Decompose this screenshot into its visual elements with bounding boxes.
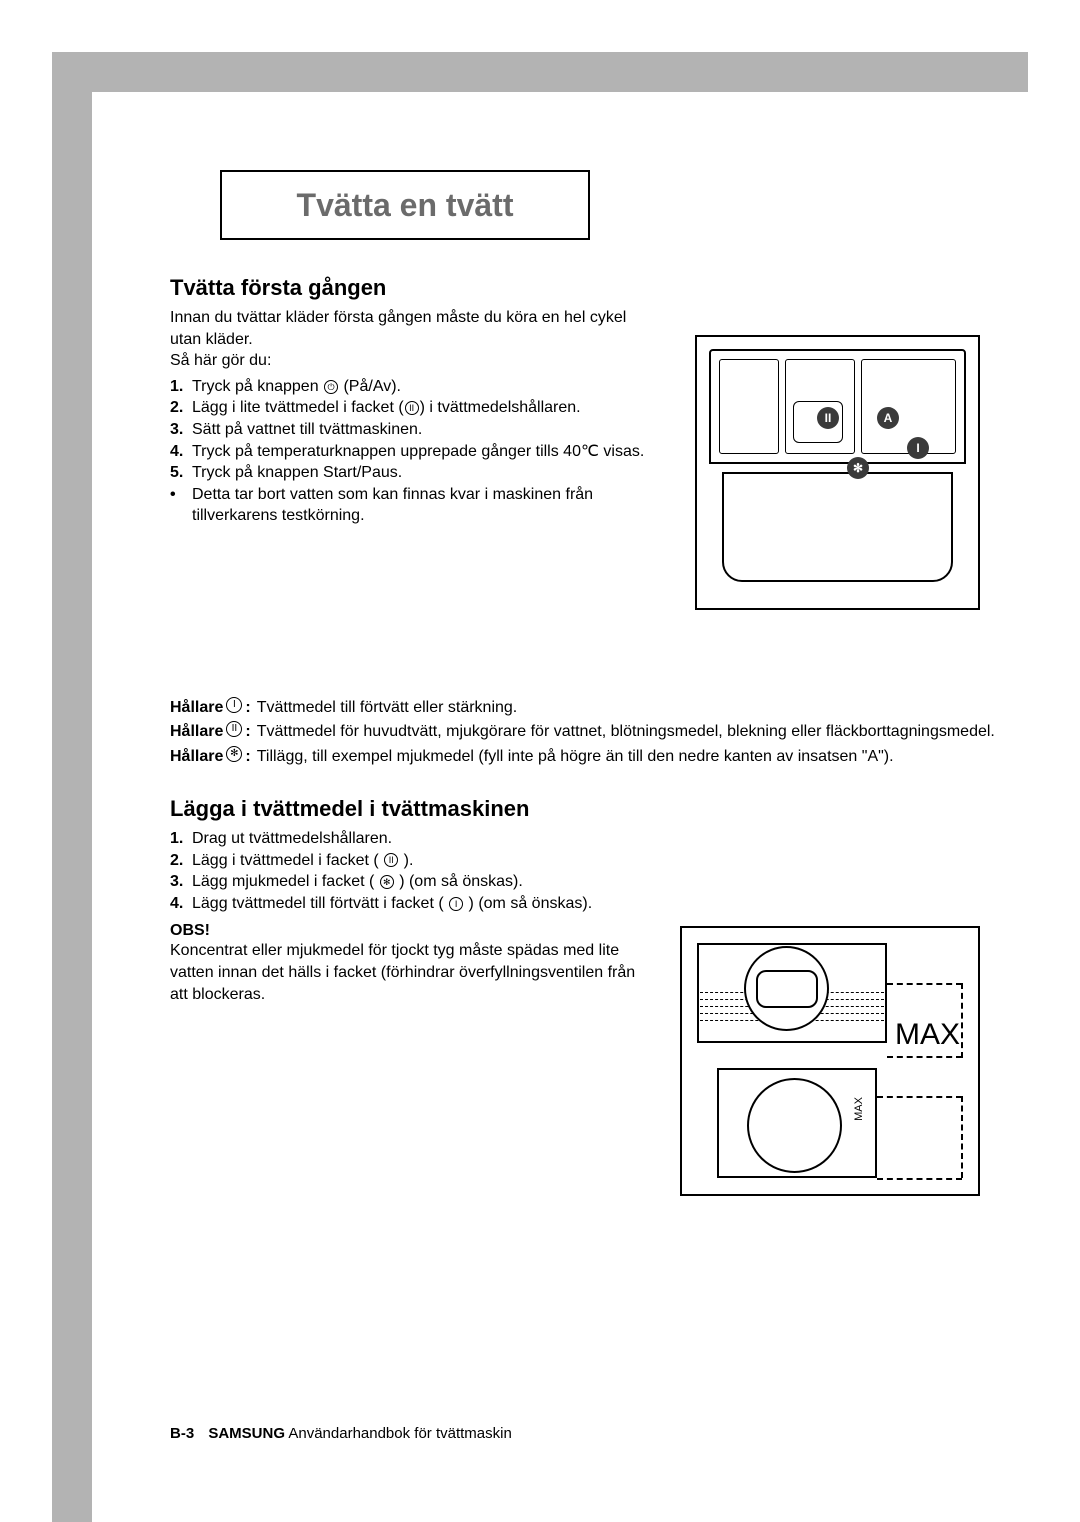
step-num: 2.: [170, 850, 183, 872]
cap-top-view: [747, 1078, 842, 1173]
drawer-illustration: II A I ✻: [695, 335, 980, 610]
step-text: Drag ut tvättmedelshållaren.: [192, 830, 392, 847]
compartment-right: [861, 359, 956, 454]
colon: :: [245, 697, 250, 719]
section1-intro1: Innan du tvättar kläder första gången må…: [170, 307, 660, 350]
hallare-text: Tvättmedel för huvudtvätt, mjukgörare fö…: [257, 721, 995, 743]
dimension-line: [961, 983, 963, 1058]
section1-heading: Tvätta första gången: [170, 275, 660, 301]
section-add-detergent: Lägga i tvättmedel i tvättmaskinen 1. Dr…: [170, 796, 1010, 1005]
compartment-i-icon: I: [449, 897, 463, 911]
step-item: 5. Tryck på knappen Start/Paus.: [170, 462, 660, 484]
step-text: Lägg tvättmedel till förtvätt i facket (: [192, 895, 448, 912]
section2-heading: Lägga i tvättmedel i tvättmaskinen: [170, 796, 1010, 822]
section-first-wash: Tvätta första gången Innan du tvättar kl…: [170, 275, 1010, 527]
step-item: 1. Tryck på knappen ⏻ (På/Av).: [170, 376, 660, 398]
step-num: 3.: [170, 419, 183, 441]
compartment-ii-icon: II: [226, 721, 242, 737]
step-item: 2. Lägg i lite tvättmedel i facket (II) …: [170, 397, 660, 419]
step-text: ) (om så önskas).: [395, 873, 523, 890]
marker-softener-icon: ✻: [847, 457, 869, 479]
compartment-ii-icon: II: [405, 401, 419, 415]
hallare-label: Hållare: [170, 697, 223, 719]
colon: :: [245, 721, 250, 743]
step-item: 2. Lägg i tvättmedel i facket ( II ).: [170, 850, 1010, 872]
page-border-top: [52, 52, 1028, 92]
step-text: Lägg i lite tvättmedel i facket (: [192, 399, 404, 416]
hallare-definitions: Hållare I : Tvättmedel till förtvätt ell…: [170, 697, 1010, 768]
hallare-text: Tillägg, till exempel mjukmedel (fyll in…: [257, 746, 894, 768]
hallare-label: Hållare: [170, 746, 223, 768]
dimension-line: [961, 1096, 963, 1178]
step-num: 4.: [170, 893, 183, 915]
step-item: 3. Sätt på vattnet till tvättmaskinen.: [170, 419, 660, 441]
softener-icon: ✻: [226, 746, 242, 762]
hallare-row: Hållare ✻ : Tillägg, till exempel mjukme…: [170, 746, 1010, 768]
note-label: OBS!: [170, 922, 650, 940]
max-fill-illustration: MAX MAX: [680, 926, 980, 1196]
step-text: Sätt på vattnet till tvättmaskinen.: [192, 421, 422, 438]
brand-name: SAMSUNG: [208, 1425, 285, 1442]
step-item: 1. Drag ut tvättmedelshållaren.: [170, 828, 1010, 850]
step-item: 4. Tryck på temperaturknappen upprepade …: [170, 441, 660, 463]
page-footer: B-3 SAMSUNG Användarhandbok för tvättmas…: [170, 1425, 512, 1442]
section2-steps: 1. Drag ut tvättmedelshållaren. 2. Lägg …: [170, 828, 1010, 914]
step-text: Lägg mjukmedel i facket (: [192, 873, 379, 890]
content-area: Tvätta första gången Innan du tvättar kl…: [170, 275, 1010, 1005]
step-text: Tryck på knappen: [192, 378, 323, 395]
step-num: 5.: [170, 462, 183, 484]
marker-ii: II: [817, 407, 839, 429]
step-text: Tryck på knappen Start/Paus.: [192, 464, 402, 481]
step-text: ) (om så önskas).: [464, 895, 592, 912]
hallare-label: Hållare: [170, 721, 223, 743]
step-num: 4.: [170, 441, 183, 463]
bullet-text: Detta tar bort vatten som kan finnas kva…: [192, 486, 593, 525]
step-num: 3.: [170, 871, 183, 893]
step-text: Tryck på temperaturknappen upprepade gån…: [192, 443, 644, 460]
page-number: B-3: [170, 1425, 194, 1442]
step-text: (På/Av).: [339, 378, 401, 395]
dimension-line: [887, 1056, 962, 1058]
drawer-front: [722, 472, 953, 582]
compartment-ii-icon: II: [384, 853, 398, 867]
bullet-mark: •: [170, 484, 176, 506]
hallare-row: Hållare I : Tvättmedel till förtvätt ell…: [170, 697, 1010, 719]
hallare-row: Hållare II : Tvättmedel för huvudtvätt, …: [170, 721, 1010, 743]
dimension-line: [877, 1096, 962, 1098]
max-small-label: MAX: [853, 1097, 865, 1121]
title-box: Tvätta en tvätt: [220, 170, 590, 240]
max-label: MAX: [895, 1018, 960, 1052]
marker-i: I: [907, 437, 929, 459]
step-num: 1.: [170, 376, 183, 398]
compartment-i-icon: I: [226, 697, 242, 713]
step-num: 2.: [170, 397, 183, 419]
power-icon: ⏻: [324, 380, 338, 394]
section1-steps: 1. Tryck på knappen ⏻ (På/Av). 2. Lägg i…: [170, 376, 660, 527]
softener-icon: ✻: [380, 875, 394, 889]
footer-text: Användarhandbok för tvättmaskin: [285, 1425, 512, 1442]
step-text: ).: [399, 852, 413, 869]
step-item: 4. Lägg tvättmedel till förtvätt i facke…: [170, 893, 1010, 915]
step-bullet: • Detta tar bort vatten som kan finnas k…: [170, 484, 660, 527]
hallare-text: Tvättmedel till förtvätt eller stärkning…: [257, 697, 518, 719]
step-item: 3. Lägg mjukmedel i facket ( ✻ ) (om så …: [170, 871, 1010, 893]
cap-ring: [756, 970, 818, 1008]
step-num: 1.: [170, 828, 183, 850]
dimension-line: [887, 983, 962, 985]
step-text: ) i tvättmedelshållaren.: [420, 399, 581, 416]
marker-a: A: [877, 407, 899, 429]
compartment-left: [719, 359, 779, 454]
note-text: Koncentrat eller mjukmedel för tjockt ty…: [170, 940, 650, 1005]
dimension-line: [877, 1178, 962, 1180]
page-border-left: [52, 52, 92, 1522]
step-text: Lägg i tvättmedel i facket (: [192, 852, 383, 869]
section1-intro2: Så här gör du:: [170, 350, 660, 372]
colon: :: [245, 746, 250, 768]
page-title: Tvätta en tvätt: [297, 187, 514, 224]
